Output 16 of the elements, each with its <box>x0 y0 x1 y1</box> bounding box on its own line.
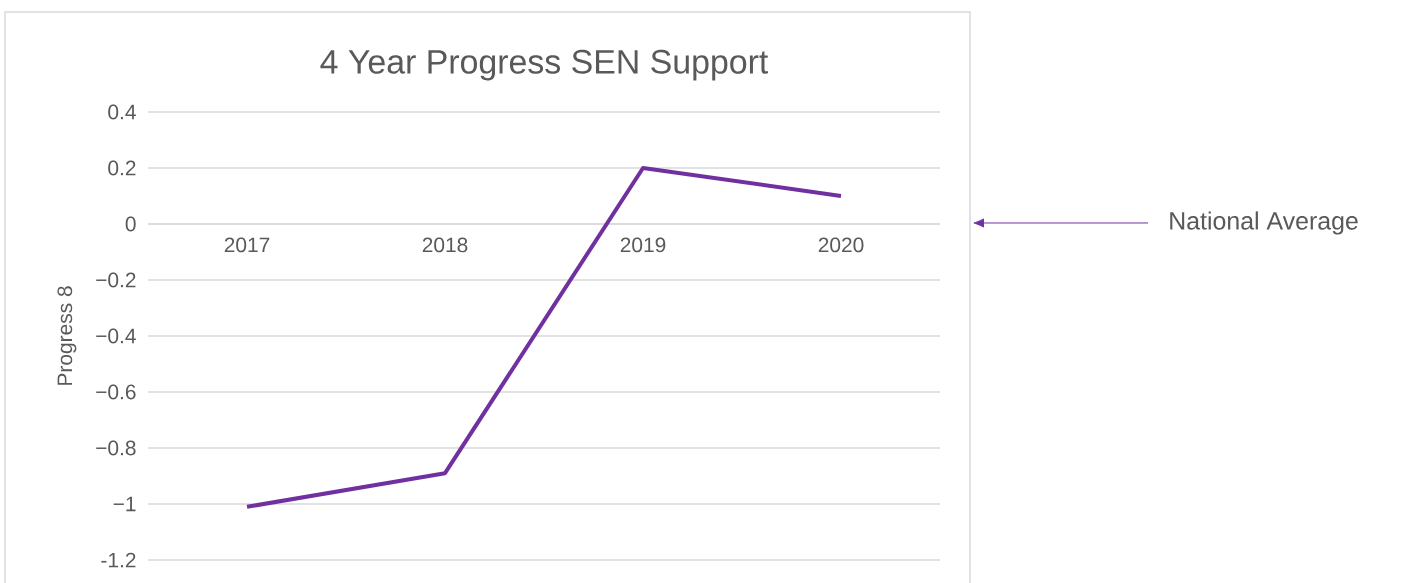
chart-title: 4 Year Progress SEN Support <box>320 49 769 81</box>
x-tick-label: 2019 <box>620 237 666 253</box>
y-tick-label: 0.2 <box>108 160 136 176</box>
y-tick-label: 0 <box>125 216 136 232</box>
y-tick-label: −0.2 <box>96 272 136 288</box>
y-tick-label: −0.4 <box>96 328 136 344</box>
text: National Average <box>1170 211 1358 235</box>
y-tick-label: −1 <box>113 496 136 512</box>
y-axis-title: Progress 8 <box>57 286 77 385</box>
x-tick-label: 2020 <box>818 237 864 253</box>
x-tick-label: 2018 <box>422 237 468 253</box>
y-tick-label: −0.8 <box>96 440 136 456</box>
y-tick-label: −0.6 <box>96 384 136 400</box>
y-tick-label: -1.2 <box>101 552 136 568</box>
y-tick-label: 0.4 <box>108 104 136 120</box>
x-tick-label: 2017 <box>224 237 270 253</box>
